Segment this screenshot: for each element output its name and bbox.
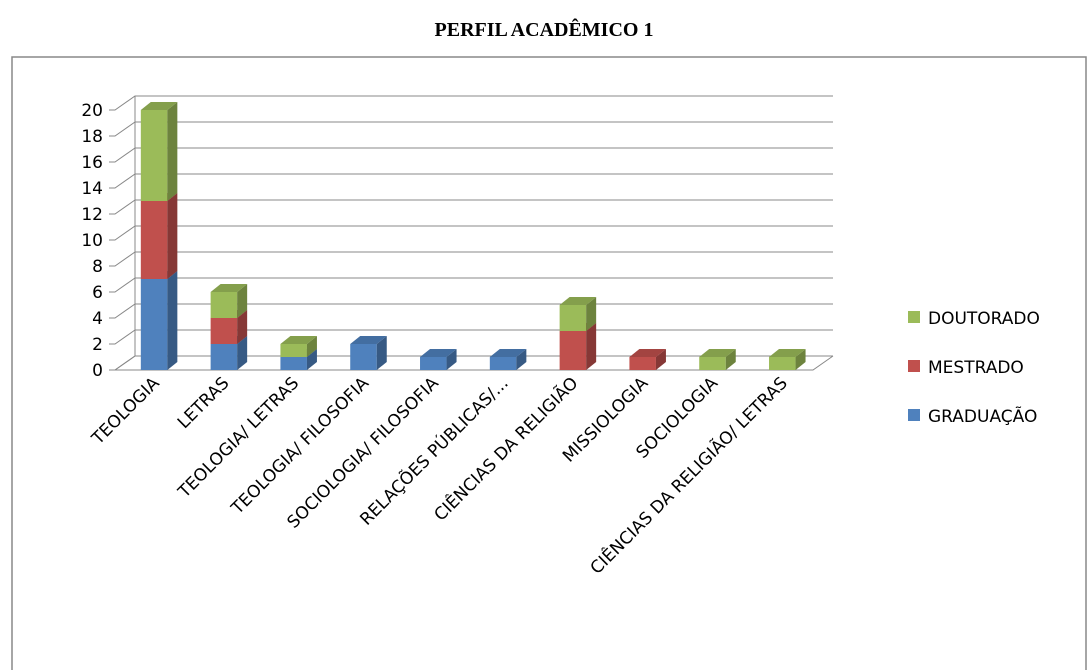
grid-line [109,121,833,137]
bar [699,357,726,370]
bar [140,201,168,279]
x-tick-label: LETRAS [174,373,233,432]
legend-label: DOUTORADO [928,309,1040,329]
y-tick-label: 2 [92,335,103,355]
bar [559,331,587,370]
bar-side [167,102,178,201]
bar [420,357,447,370]
bar-top [559,297,597,305]
bar [210,318,238,344]
grid-line [109,199,833,215]
bar [210,292,238,318]
grid-line [109,173,833,189]
bar-side [306,336,317,357]
bar-side [167,271,178,370]
grid-line [109,251,833,267]
bar-top [699,349,736,357]
bar-top [629,349,666,357]
legend-label: MESTRADO [928,358,1024,378]
bar-top [350,336,387,344]
x-tick-label: TEOLOGIA [88,373,164,449]
x-tick-label: TEOLOGIA/ FILOSOFIA [227,373,373,519]
y-tick-label: 18 [81,127,103,147]
bar [210,344,238,370]
bar-side [725,349,736,370]
bar-side [306,349,317,370]
grid-line [109,329,833,345]
bar [280,344,307,357]
bar-top [280,336,317,344]
legend-swatch [908,311,920,323]
bar-side [237,284,248,318]
grid-line [109,147,833,163]
bar-top [210,284,248,292]
chart-border [11,56,1087,670]
bar [629,357,656,370]
y-tick-label: 8 [92,257,103,277]
bar-top [420,349,457,357]
legend-swatch [908,360,920,372]
bar-side [795,349,806,370]
floor [115,355,834,371]
bar-side [655,349,666,370]
bar [769,357,796,370]
y-tick-label: 16 [81,153,103,173]
bar-top [769,349,806,357]
y-tick-label: 20 [81,101,103,121]
bar [559,305,587,331]
grid-line [109,355,833,371]
bar [350,344,377,370]
y-tick-label: 4 [92,309,103,329]
bar [140,110,168,201]
y-tick-label: 10 [81,231,103,251]
grid-line [109,277,833,293]
legend-swatch [908,409,920,421]
bar [489,357,517,370]
bar-side [376,336,387,370]
y-tick-label: 12 [81,205,103,225]
grid-line [109,303,833,319]
y-tick-label: 6 [92,283,103,303]
y-tick-label: 0 [92,361,103,381]
bar-top [489,349,527,357]
bar-side [586,323,597,370]
bar-side [446,349,457,370]
x-tick-label: TEOLOGIA/ LETRAS [174,373,303,502]
x-tick-label: CIÊNCIAS DA RELIGIÃO [429,372,582,525]
legend-label: GRADUAÇÃO [928,405,1037,427]
bar-side [586,297,597,331]
bar-top [140,102,178,110]
bar-side [237,310,248,344]
chart-title: PERFIL ACADÊMICO 1 [435,17,654,41]
bar [140,279,168,370]
bar-side [516,349,527,370]
bar-side [237,336,248,370]
bar [280,357,307,370]
grid-line [109,95,833,111]
y-tick-label: 14 [81,179,103,199]
bar-side [167,193,178,279]
grid-line [109,225,833,241]
